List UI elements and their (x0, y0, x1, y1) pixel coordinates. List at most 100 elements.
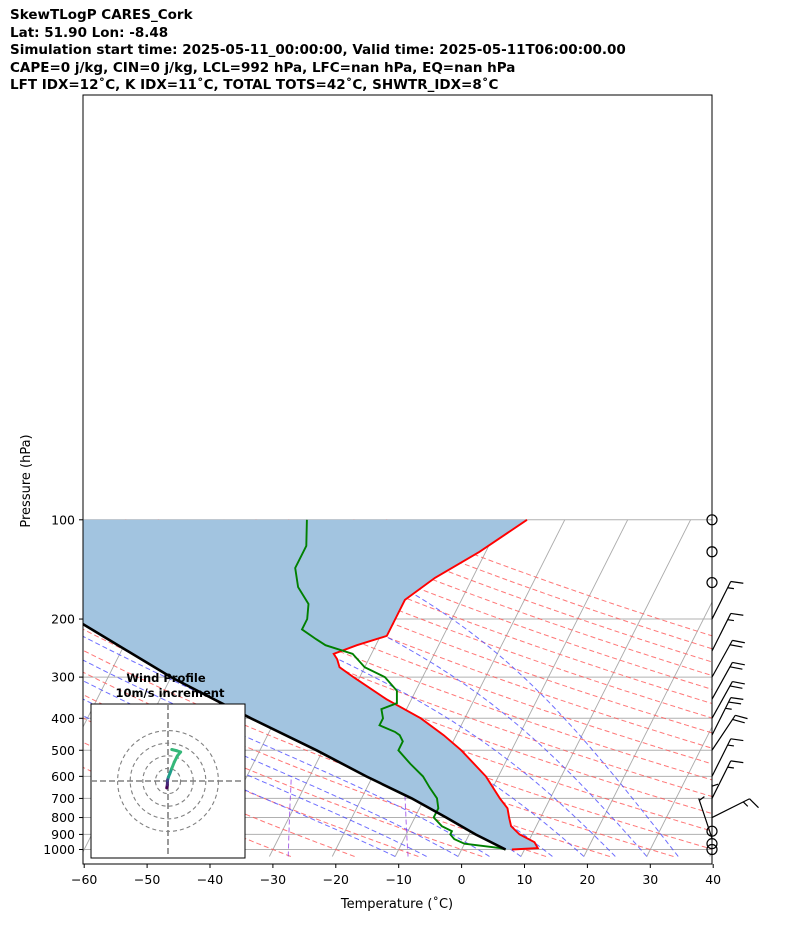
x-tick-label: −50 (134, 872, 160, 887)
wind-barb-flag (729, 666, 743, 670)
wind-barb-staff (698, 798, 713, 839)
y-tick-label: 700 (51, 791, 75, 806)
wind-barb-flag (730, 697, 744, 700)
x-tick-label: −40 (197, 872, 223, 887)
moist-adiabat-line (83, 533, 616, 857)
station-location: Lat: 51.90 Lon: -8.48 (10, 24, 169, 41)
isotherm-line (520, 519, 691, 857)
wind-barb-staff (711, 640, 733, 678)
x-tick-label: 0 (458, 872, 466, 887)
chart-title: SkewTLogP CARES_Cork (10, 7, 193, 23)
wind-barb-half-flag (698, 796, 705, 801)
isotherm-line (709, 850, 712, 857)
x-tick-label: 20 (579, 872, 595, 887)
dry-adiabat-line (255, 519, 712, 690)
x-axis-label: Temperature (˚C) (340, 896, 453, 912)
calm-wind-circle (706, 825, 718, 837)
y-axis-label: Pressure (hPa) (19, 434, 34, 527)
wind-barb-staff (711, 697, 732, 736)
wind-barb-half-flag (742, 801, 749, 807)
mixing-ratio-line (287, 776, 292, 857)
dry-adiabat-line (320, 519, 712, 663)
x-tick-label: −60 (71, 872, 97, 887)
hodograph-title: Wind Profile (126, 671, 206, 685)
axes: −60 −50 −40 −30 −20 −10 0 10 20 30 40 100 200 300 400 5… (43, 94, 721, 887)
wind-barb-half-flag (711, 783, 719, 787)
wind-barb-flag (730, 738, 744, 742)
x-tick-label: −10 (386, 872, 412, 887)
isotherm-line (583, 601, 712, 857)
wind-barb-flag (730, 760, 744, 764)
wind-barb-half-flag (727, 619, 734, 622)
dry-adiabat-line (83, 717, 419, 857)
wind-barb-flag (730, 580, 744, 584)
y-tick-label: 900 (51, 827, 75, 842)
dry-adiabat-line (190, 519, 712, 719)
wind-barb-half-flag (727, 744, 734, 747)
stability-indices: LFT IDX=12˚C, K IDX=11˚C, TOTAL TOTS=42˚… (10, 77, 499, 93)
hodograph-plot (91, 704, 245, 858)
moist-adiabat-line (83, 680, 459, 857)
hodograph-segment (170, 748, 179, 753)
wind-barb-flag (729, 685, 743, 689)
x-tick-label: 10 (517, 872, 533, 887)
dry-adiabat-line (83, 766, 291, 857)
dewpoint-profile (294, 519, 506, 851)
calm-wind-circle (706, 514, 718, 526)
wind-barb-staff (711, 798, 750, 819)
wind-barb-flag (732, 680, 745, 685)
y-tick-label: 500 (51, 743, 75, 758)
moist-adiabat-line (83, 659, 490, 857)
wind-barb-flag (732, 639, 745, 644)
wind-barb-flag (732, 718, 745, 724)
cin-shaded-area (83, 519, 538, 850)
dry-adiabat-line (83, 531, 712, 781)
wind-barb-half-flag (727, 766, 734, 769)
y-tick-label: 200 (51, 612, 75, 627)
wind-barb-flag (730, 612, 744, 616)
simulation-times: Simulation start time: 2025-05-11_00:00:… (10, 42, 626, 58)
dry-adiabat-line (125, 519, 712, 749)
wind-barb-half-flag (725, 707, 732, 710)
moist-adiabat-line (83, 715, 396, 857)
wind-barb-flag (732, 661, 745, 666)
x-tick-label: −30 (260, 872, 286, 887)
wind-barb-flag (728, 701, 742, 705)
hodograph-subtitle: 10m/s increment (116, 686, 225, 700)
y-tick-label: 800 (51, 810, 75, 825)
calm-wind-circle (706, 576, 718, 589)
y-tick-label: 300 (51, 670, 75, 685)
wind-barb-staff (711, 613, 732, 652)
calm-wind-circle (706, 838, 718, 850)
hodograph-inset: Wind Profile 10m/s increment (90, 671, 246, 859)
x-tick-label: 40 (705, 872, 721, 887)
wind-barb-staff (711, 662, 733, 700)
isotherm-line (331, 519, 503, 857)
plot-frame (82, 94, 713, 865)
y-tick-label: 400 (51, 711, 75, 726)
y-tick-label: 1000 (43, 842, 75, 857)
wind-barb-half-flag (727, 587, 734, 590)
wind-barb-flag (729, 644, 743, 648)
wind-barb-staff (711, 760, 732, 799)
isotherm-line (646, 725, 712, 857)
mixing-ratio-line (403, 776, 409, 857)
profile-lines (83, 519, 540, 851)
wind-barb-flag (735, 714, 748, 720)
calm-wind-circle (706, 843, 718, 856)
wind-barb-staff (711, 681, 733, 719)
wind-barb-staff (711, 738, 732, 777)
dry-adiabat-line (83, 550, 712, 798)
calm-wind-circle (706, 546, 718, 558)
parcel-indices: CAPE=0 j/kg, CIN=0 j/kg, LCL=992 hPa, LF… (10, 59, 516, 76)
x-tick-label: 30 (642, 872, 658, 887)
y-tick-label: 600 (51, 769, 75, 784)
wind-barb-flag (749, 798, 759, 809)
isotherm-line (0, 520, 62, 857)
x-tick-label: −20 (323, 872, 349, 887)
chart-header: SkewTLogP CARES_Cork Lat: 51.90 Lon: -8.… (10, 7, 626, 95)
parcel-profile (83, 622, 507, 851)
cape-fill (83, 519, 538, 850)
wind-barbs (698, 514, 759, 856)
